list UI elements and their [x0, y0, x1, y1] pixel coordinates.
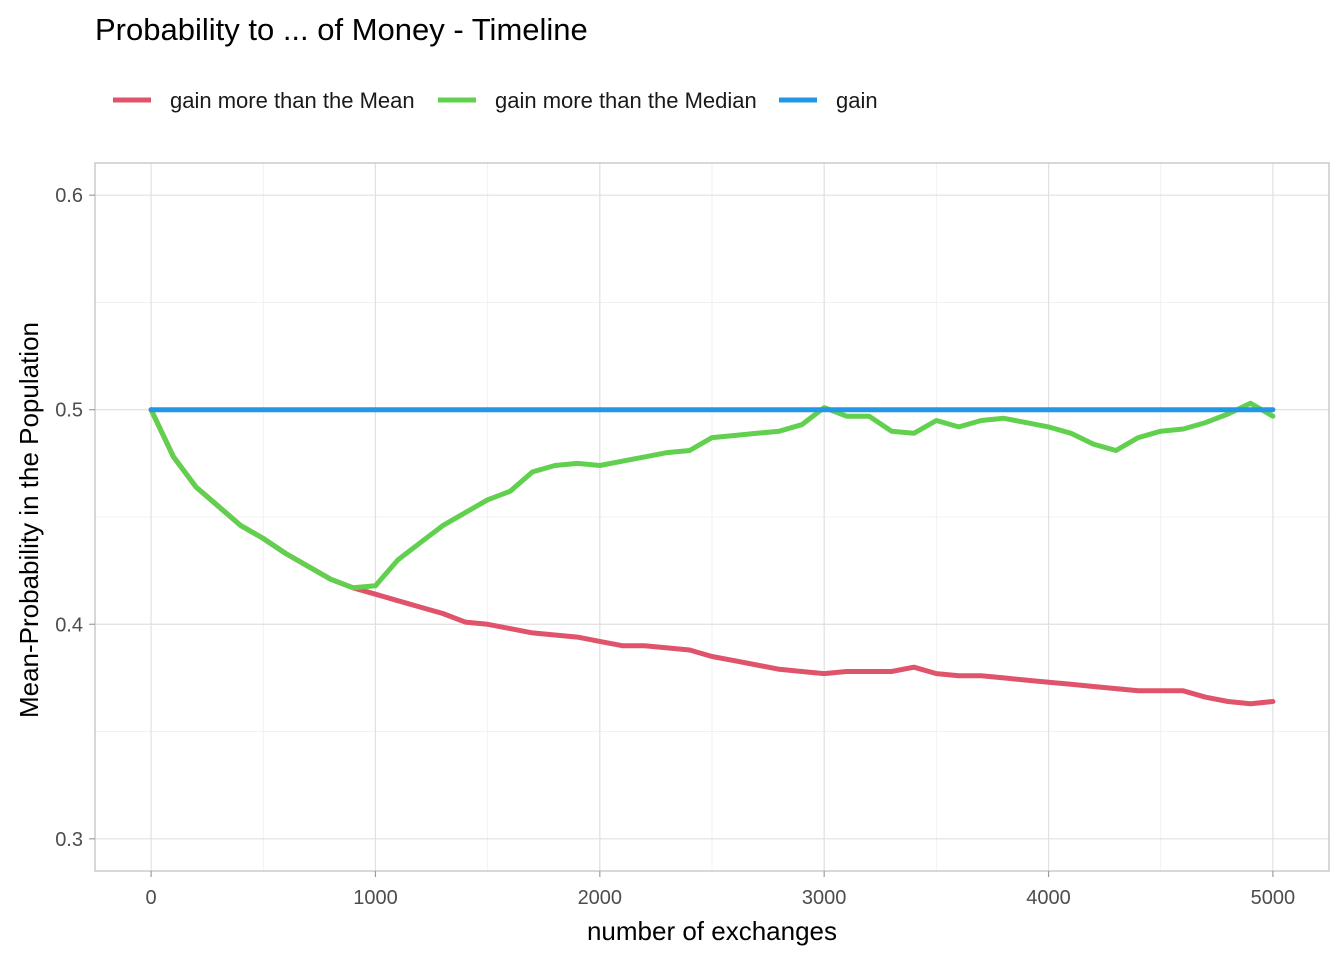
x-tick-label: 5000: [1251, 887, 1296, 909]
x-tick-label: 0: [146, 887, 157, 909]
y-tick-label: 0.3: [55, 829, 83, 851]
x-tick-label: 4000: [1026, 887, 1071, 909]
legend-label-gain-more-than-the-mean: gain more than the Mean: [170, 88, 415, 113]
y-tick-label: 0.4: [55, 614, 83, 636]
plot-panel-border: [94, 162, 1330, 872]
minor-gridlines-x: [262, 163, 1162, 871]
x-axis-ticks: 0 1000 2000 3000 4000 5000: [146, 871, 1296, 909]
x-tick-label: 1000: [353, 887, 398, 909]
chart-title: Probability to ... of Money - Timeline: [95, 12, 588, 47]
y-tick-label: 0.5: [55, 400, 83, 422]
series-line-gain-more-than-the-median: [148, 400, 1276, 591]
legend: gain more than the Mean gain more than th…: [113, 88, 878, 113]
major-gridlines-x: [150, 163, 1274, 871]
series-lines: [148, 400, 1276, 707]
y-axis-label: Mean-Probability in the Population: [14, 322, 44, 718]
y-tick-label: 0.6: [55, 185, 83, 207]
x-tick-label: 2000: [578, 887, 623, 909]
x-tick-label: 3000: [802, 887, 847, 909]
legend-label-gain: gain: [836, 88, 878, 113]
legend-label-gain-more-than-the-median: gain more than the Median: [495, 88, 757, 113]
y-axis-ticks: 0.3 0.4 0.5 0.6: [55, 185, 95, 851]
x-axis-label: number of exchanges: [587, 916, 837, 946]
